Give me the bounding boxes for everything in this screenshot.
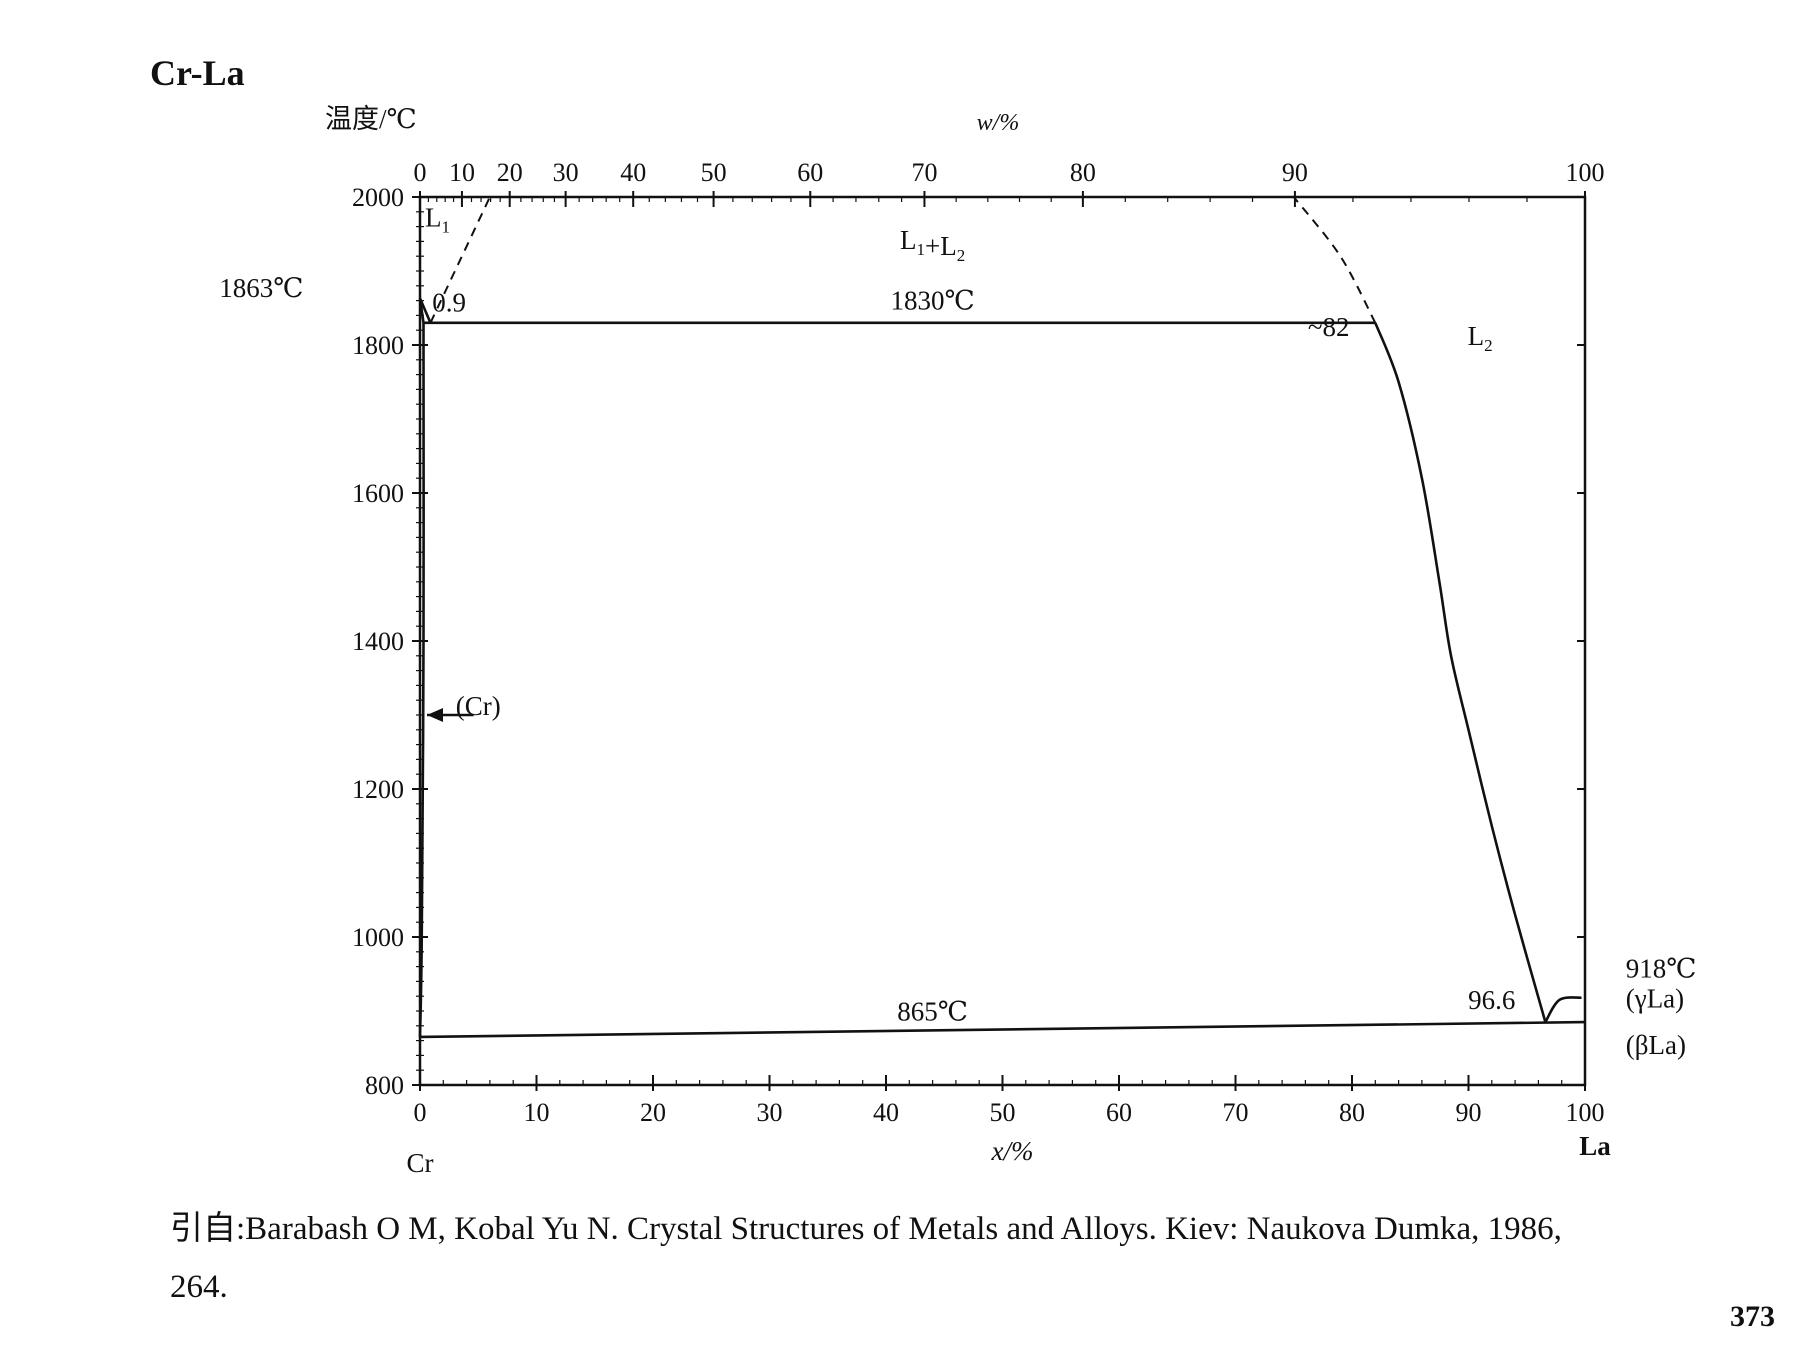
top-tick-label: 20 [497,158,523,187]
x-axis-label: x/% [991,1136,1034,1166]
right-element-label: La [1579,1131,1611,1161]
cr-arrow-head [426,708,443,722]
y-tick-label: 1000 [352,923,404,952]
phase-boundary-line [1292,196,1377,324]
y-tick-label: 1400 [352,627,404,656]
top-tick-label: 90 [1282,158,1308,187]
y-tick-label: 1600 [352,479,404,508]
top-tick-label: 100 [1566,158,1605,187]
annotation-label: 0.9 [432,288,466,318]
x-tick-label: 60 [1106,1098,1132,1127]
top-axis-label: w/% [977,110,1020,136]
phase-boundary-line [419,1020,1586,1039]
annotation-label: L1+L2 [900,225,965,265]
phase-boundary-line [1544,996,1582,1023]
phase-boundary-line [1374,322,1547,1023]
top-tick-label: 60 [797,158,823,187]
annotation-label: 918℃ [1626,954,1697,984]
annotation-label: 865℃ [897,997,968,1027]
page-number: 373 [1730,1300,1775,1333]
x-tick-label: 10 [524,1098,550,1127]
annotation-label: (γLa) [1626,983,1684,1013]
annotation-label: L2 [1468,321,1493,355]
top-tick-label: 30 [553,158,579,187]
annotation-label: 1830℃ [890,285,974,315]
plot-frame [418,195,1587,1087]
annotation-label: 1863℃ [219,273,303,303]
top-tick-label: 50 [701,158,727,187]
x-tick-label: 50 [990,1098,1016,1127]
top-tick-label: 40 [620,158,646,187]
page-title: Cr-La [150,53,245,93]
y-tick-label: 1200 [352,775,404,804]
y-axis-label: 温度/℃ [325,104,417,134]
x-tick-label: 30 [757,1098,783,1127]
top-tick-label: 0 [414,158,427,187]
x-tick-label: 100 [1566,1098,1605,1127]
citation-line-1: 引自:Barabash O M, Kobal Yu N. Crystal Str… [170,1211,1562,1247]
top-tick-label: 80 [1070,158,1096,187]
citation: 引自:Barabash O M, Kobal Yu N. Crystal Str… [170,1200,1780,1316]
phase-boundary-layer [418,196,1586,1039]
top-tick-label: 70 [911,158,937,187]
x-tick-label: 70 [1223,1098,1249,1127]
annotation-label: (βLa) [1626,1030,1686,1060]
x-tick-label: 0 [414,1098,427,1127]
y-tick-label: 800 [365,1071,404,1100]
phase-boundary-line [418,322,425,1037]
annotation-label: ~82 [1308,312,1350,342]
top-tick-label: 10 [449,158,475,187]
annotation-label: 96.6 [1468,985,1515,1015]
x-tick-label: 20 [640,1098,666,1127]
citation-line-2: 264. [170,1269,228,1305]
left-element-label: Cr [407,1148,434,1178]
annotation-layer: L1 L1+L2 L2 1863℃ 0.9 1830℃ ~82 (Cr) 865℃ 96.6 918… [219,203,1696,1060]
y-tick-label: 1800 [352,331,404,360]
x-tick-label: 90 [1456,1098,1482,1127]
x-tick-label: 40 [873,1098,899,1127]
x-tick-label: 80 [1339,1098,1365,1127]
y-tick-label: 2000 [352,183,404,212]
annotation-label: L1 [425,203,450,237]
annotation-label: (Cr) [456,691,501,721]
